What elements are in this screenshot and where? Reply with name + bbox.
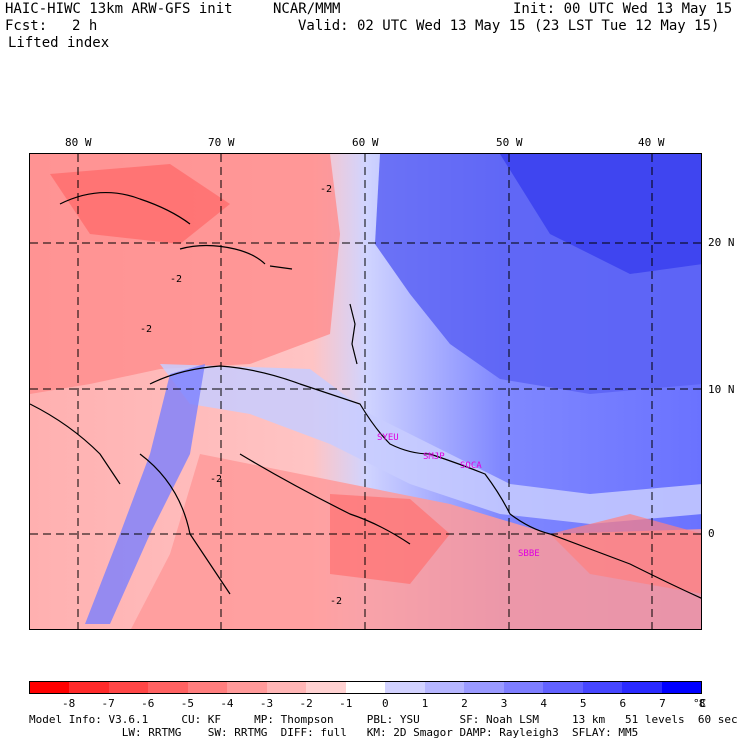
colorbar-tick-label: -2 xyxy=(299,697,313,710)
colorbar xyxy=(29,681,702,694)
lon-label-40w: 40 W xyxy=(638,136,665,149)
colorbar-tick-label: -7 xyxy=(101,697,115,710)
init-time: Init: 00 UTC Wed 13 May 15 xyxy=(513,1,733,17)
lesser-antilles xyxy=(349,303,358,365)
graticule xyxy=(30,154,701,629)
forecast-label: Fcst: xyxy=(5,18,48,34)
colorbar-swatch xyxy=(30,682,70,693)
colorbar-tick-label: 1 xyxy=(421,697,429,710)
site-label-smjp: SMJP xyxy=(423,452,445,462)
negative-li-core-cuba xyxy=(50,164,230,244)
colorbar-tick-label: -4 xyxy=(220,697,234,710)
colorbar-tick-label: 5 xyxy=(579,697,587,710)
lon-label-80w: 80 W xyxy=(65,136,92,149)
colorbar-tick-label: -5 xyxy=(180,697,194,710)
field-name: Lifted index xyxy=(8,35,110,51)
border-1 xyxy=(239,453,411,545)
contour-label: -2 xyxy=(210,474,222,485)
cuba-coastline xyxy=(59,192,191,225)
model-info-line1: Model Info: V3.6.1 CU: KF MP: Thompson P… xyxy=(29,713,738,726)
model-info-line2: LW: RRTMG SW: RRTMG DIFF: full KM: 2D Sm… xyxy=(29,726,639,739)
colorbar-swatch xyxy=(503,682,544,693)
colorbar-swatch xyxy=(345,682,386,693)
coastal-stable-band xyxy=(160,364,701,524)
valid-time: Valid: 02 UTC Wed 13 May 15 (23 LST Tue … xyxy=(298,18,720,34)
contour-label: -2 xyxy=(330,596,342,607)
colorbar-swatch xyxy=(266,682,307,693)
colorbar-tick-label: -1 xyxy=(339,697,353,710)
org-label: NCAR/MMM xyxy=(273,1,341,17)
lon-label-50w: 50 W xyxy=(496,136,523,149)
negative-li-core-east xyxy=(550,514,701,594)
colorbar-unit: °C xyxy=(693,697,707,710)
lifted-index-map: -2 -2 -2 -2 -2 SYEU SMJP SOCA SBBE xyxy=(29,153,702,630)
andes-positive-li-streak xyxy=(85,364,205,624)
contour-label: -2 xyxy=(320,184,332,195)
puerto-rico-coastline xyxy=(269,265,293,270)
colorbar-swatch xyxy=(464,682,504,693)
lat-label-0: 0 xyxy=(708,527,715,540)
colorbar-tick-label: 7 xyxy=(659,697,666,710)
colorbar-swatch xyxy=(227,682,267,693)
colorbar-swatch xyxy=(69,682,109,693)
colorbar-swatch xyxy=(108,682,149,693)
colorbar-swatch xyxy=(661,682,701,693)
colorbar-swatch xyxy=(385,682,425,693)
colorbar-tick-label: 8 xyxy=(698,697,706,710)
colorbar-swatch xyxy=(543,682,583,693)
colorbar-swatch xyxy=(424,682,465,693)
colorbar-swatch xyxy=(306,682,346,693)
colorbar-tick-label: 6 xyxy=(619,697,627,710)
site-label-soca: SOCA xyxy=(460,461,482,471)
colorbar-tick-label: 0 xyxy=(381,697,389,710)
lat-label-20n: 20 N xyxy=(708,236,735,249)
colorbar-tick-label: -3 xyxy=(259,697,274,710)
lon-label-70w: 70 W xyxy=(208,136,235,149)
central-america-coastline xyxy=(30,403,121,485)
strong-positive-li-region xyxy=(500,154,701,274)
contour-label: -2 xyxy=(140,324,152,335)
colorbar-swatch xyxy=(187,682,228,693)
colorbar-tick-label: -8 xyxy=(61,697,76,710)
negative-li-core-interior xyxy=(330,494,450,584)
colorbar-swatch xyxy=(582,682,623,693)
colorbar-tick-label: 3 xyxy=(500,697,508,710)
model-title: HAIC-HIWC 13km ARW-GFS init xyxy=(5,1,233,17)
hispaniola-coastline xyxy=(179,244,266,265)
site-label-sbbe: SBBE xyxy=(518,549,540,559)
colorbar-tick-label: 4 xyxy=(540,697,547,710)
colorbar-tick-label: 2 xyxy=(461,697,468,710)
colorbar-swatch xyxy=(148,682,188,693)
forecast-hour: 2 h xyxy=(72,18,98,34)
lon-label-60w: 60 W xyxy=(352,136,379,149)
contour-label: -2 xyxy=(170,274,182,285)
site-label-syeu: SYEU xyxy=(377,433,399,443)
colorbar-tick-label: -6 xyxy=(141,697,155,710)
map-canvas: -2 -2 -2 -2 -2 xyxy=(30,154,701,629)
south-america-coastline xyxy=(149,365,701,599)
lat-label-10n: 10 N xyxy=(708,383,735,396)
colorbar-swatch xyxy=(622,682,662,693)
